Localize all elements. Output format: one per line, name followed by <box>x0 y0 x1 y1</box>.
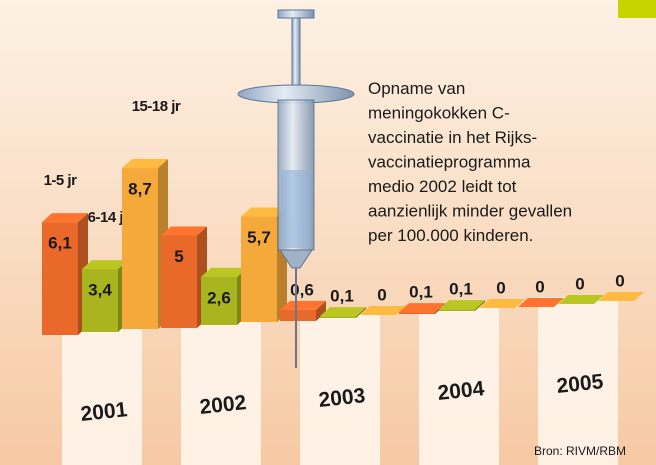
source: Bron: RIVM/RBM <box>534 444 626 458</box>
annotation-line: vaccinatie in het Rijks- <box>368 128 537 147</box>
year-band <box>62 325 142 465</box>
annotation-line: medio 2002 leidt tot <box>368 177 517 196</box>
annotation-line: meningokokken C- <box>368 104 510 123</box>
bar <box>82 269 118 332</box>
value-label: 0 <box>575 274 584 293</box>
year-band <box>181 318 261 465</box>
x-tick-label: 2002 <box>198 391 247 419</box>
value-label: 0,1 <box>409 283 433 302</box>
bar <box>280 310 316 321</box>
annotation-line: per 100.000 kinderen. <box>368 226 533 245</box>
value-label: 2,6 <box>207 288 231 307</box>
value-label: 0 <box>615 271 624 290</box>
bar <box>399 312 435 314</box>
value-label: 6,1 <box>48 234 72 253</box>
value-label: 0,1 <box>449 280 473 299</box>
legend-label: 15-18 jr <box>132 98 181 115</box>
value-label: 0,6 <box>290 280 314 299</box>
value-label: 5 <box>174 247 183 266</box>
value-label: 0,1 <box>330 287 354 306</box>
page: 20012002200320042005 6,11-5 jr3,46-14 jr… <box>0 0 656 465</box>
bar <box>320 316 356 318</box>
value-label: 3,4 <box>88 281 112 300</box>
chart: 20012002200320042005 6,11-5 jr3,46-14 jr… <box>0 0 656 465</box>
x-tick-label: 2001 <box>79 398 128 426</box>
value-label: 0 <box>496 278 505 297</box>
legend-label: 1-5 jr <box>44 172 78 189</box>
annotation-line: Opname van <box>368 79 465 98</box>
value-label: 5,7 <box>247 228 271 247</box>
x-tick-label: 2003 <box>317 384 366 412</box>
corner-tab <box>618 0 656 18</box>
annotation-line: aanzienlijk minder gevallen <box>368 202 572 221</box>
x-tick-label: 2005 <box>555 370 604 398</box>
value-label: 0 <box>377 285 386 304</box>
value-label: 0 <box>535 277 544 296</box>
bar <box>439 309 475 311</box>
x-tick-label: 2004 <box>436 377 485 405</box>
value-label: 8,7 <box>128 180 152 199</box>
annotation-line: vaccinatieprogramma <box>368 153 531 172</box>
